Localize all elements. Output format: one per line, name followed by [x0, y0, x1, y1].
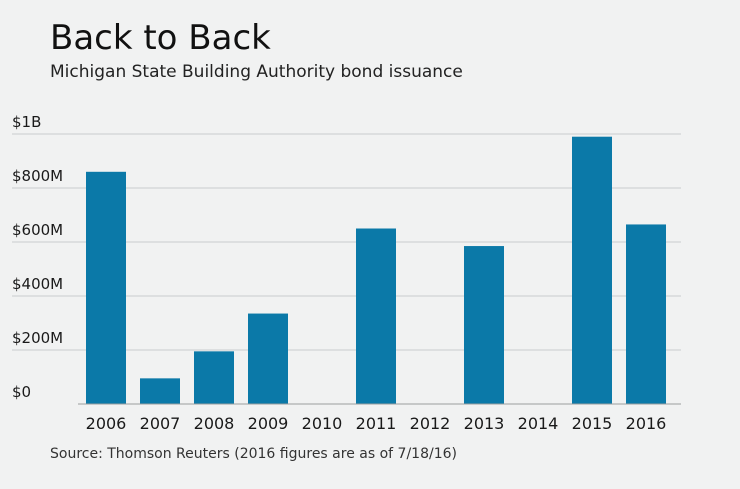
bars: [86, 136, 666, 404]
bar-2015: [572, 136, 612, 404]
bar-2016: [626, 224, 666, 404]
source-note: Source: Thomson Reuters (2016 figures ar…: [50, 446, 457, 462]
y-tick-label: $200M: [12, 329, 63, 347]
x-tick-label: 2010: [302, 414, 343, 433]
x-axis-ticks: 2006 2007 2008 2009 2010 2011 2012 2013 2014 2015…: [86, 414, 667, 433]
chart-subtitle: Michigan State Building Authority bond i…: [50, 62, 463, 82]
bar-2008: [194, 351, 234, 404]
bar-2006: [86, 171, 126, 404]
x-tick-label: 2006: [86, 414, 127, 433]
y-axis-ticks: $0 $200M $400M $600M $800M $1B: [12, 113, 63, 401]
bar-2007: [140, 378, 180, 404]
x-tick-label: 2013: [464, 414, 505, 433]
y-tick-label: $1B: [12, 113, 41, 131]
x-tick-label: 2007: [140, 414, 181, 433]
y-tick-label: $800M: [12, 167, 63, 185]
x-tick-label: 2014: [518, 414, 559, 433]
bar-2011: [356, 228, 396, 404]
x-tick-label: 2012: [410, 414, 451, 433]
x-tick-label: 2009: [248, 414, 289, 433]
x-tick-label: 2015: [572, 414, 613, 433]
chart-title: Back to Back: [50, 18, 271, 58]
y-tick-label: $400M: [12, 275, 63, 293]
x-tick-label: 2011: [356, 414, 397, 433]
x-tick-label: 2008: [194, 414, 235, 433]
bar-2013: [464, 246, 504, 404]
y-tick-label: $0: [12, 383, 31, 401]
x-tick-label: 2016: [626, 414, 667, 433]
y-tick-label: $600M: [12, 221, 63, 239]
bar-2009: [248, 313, 288, 404]
